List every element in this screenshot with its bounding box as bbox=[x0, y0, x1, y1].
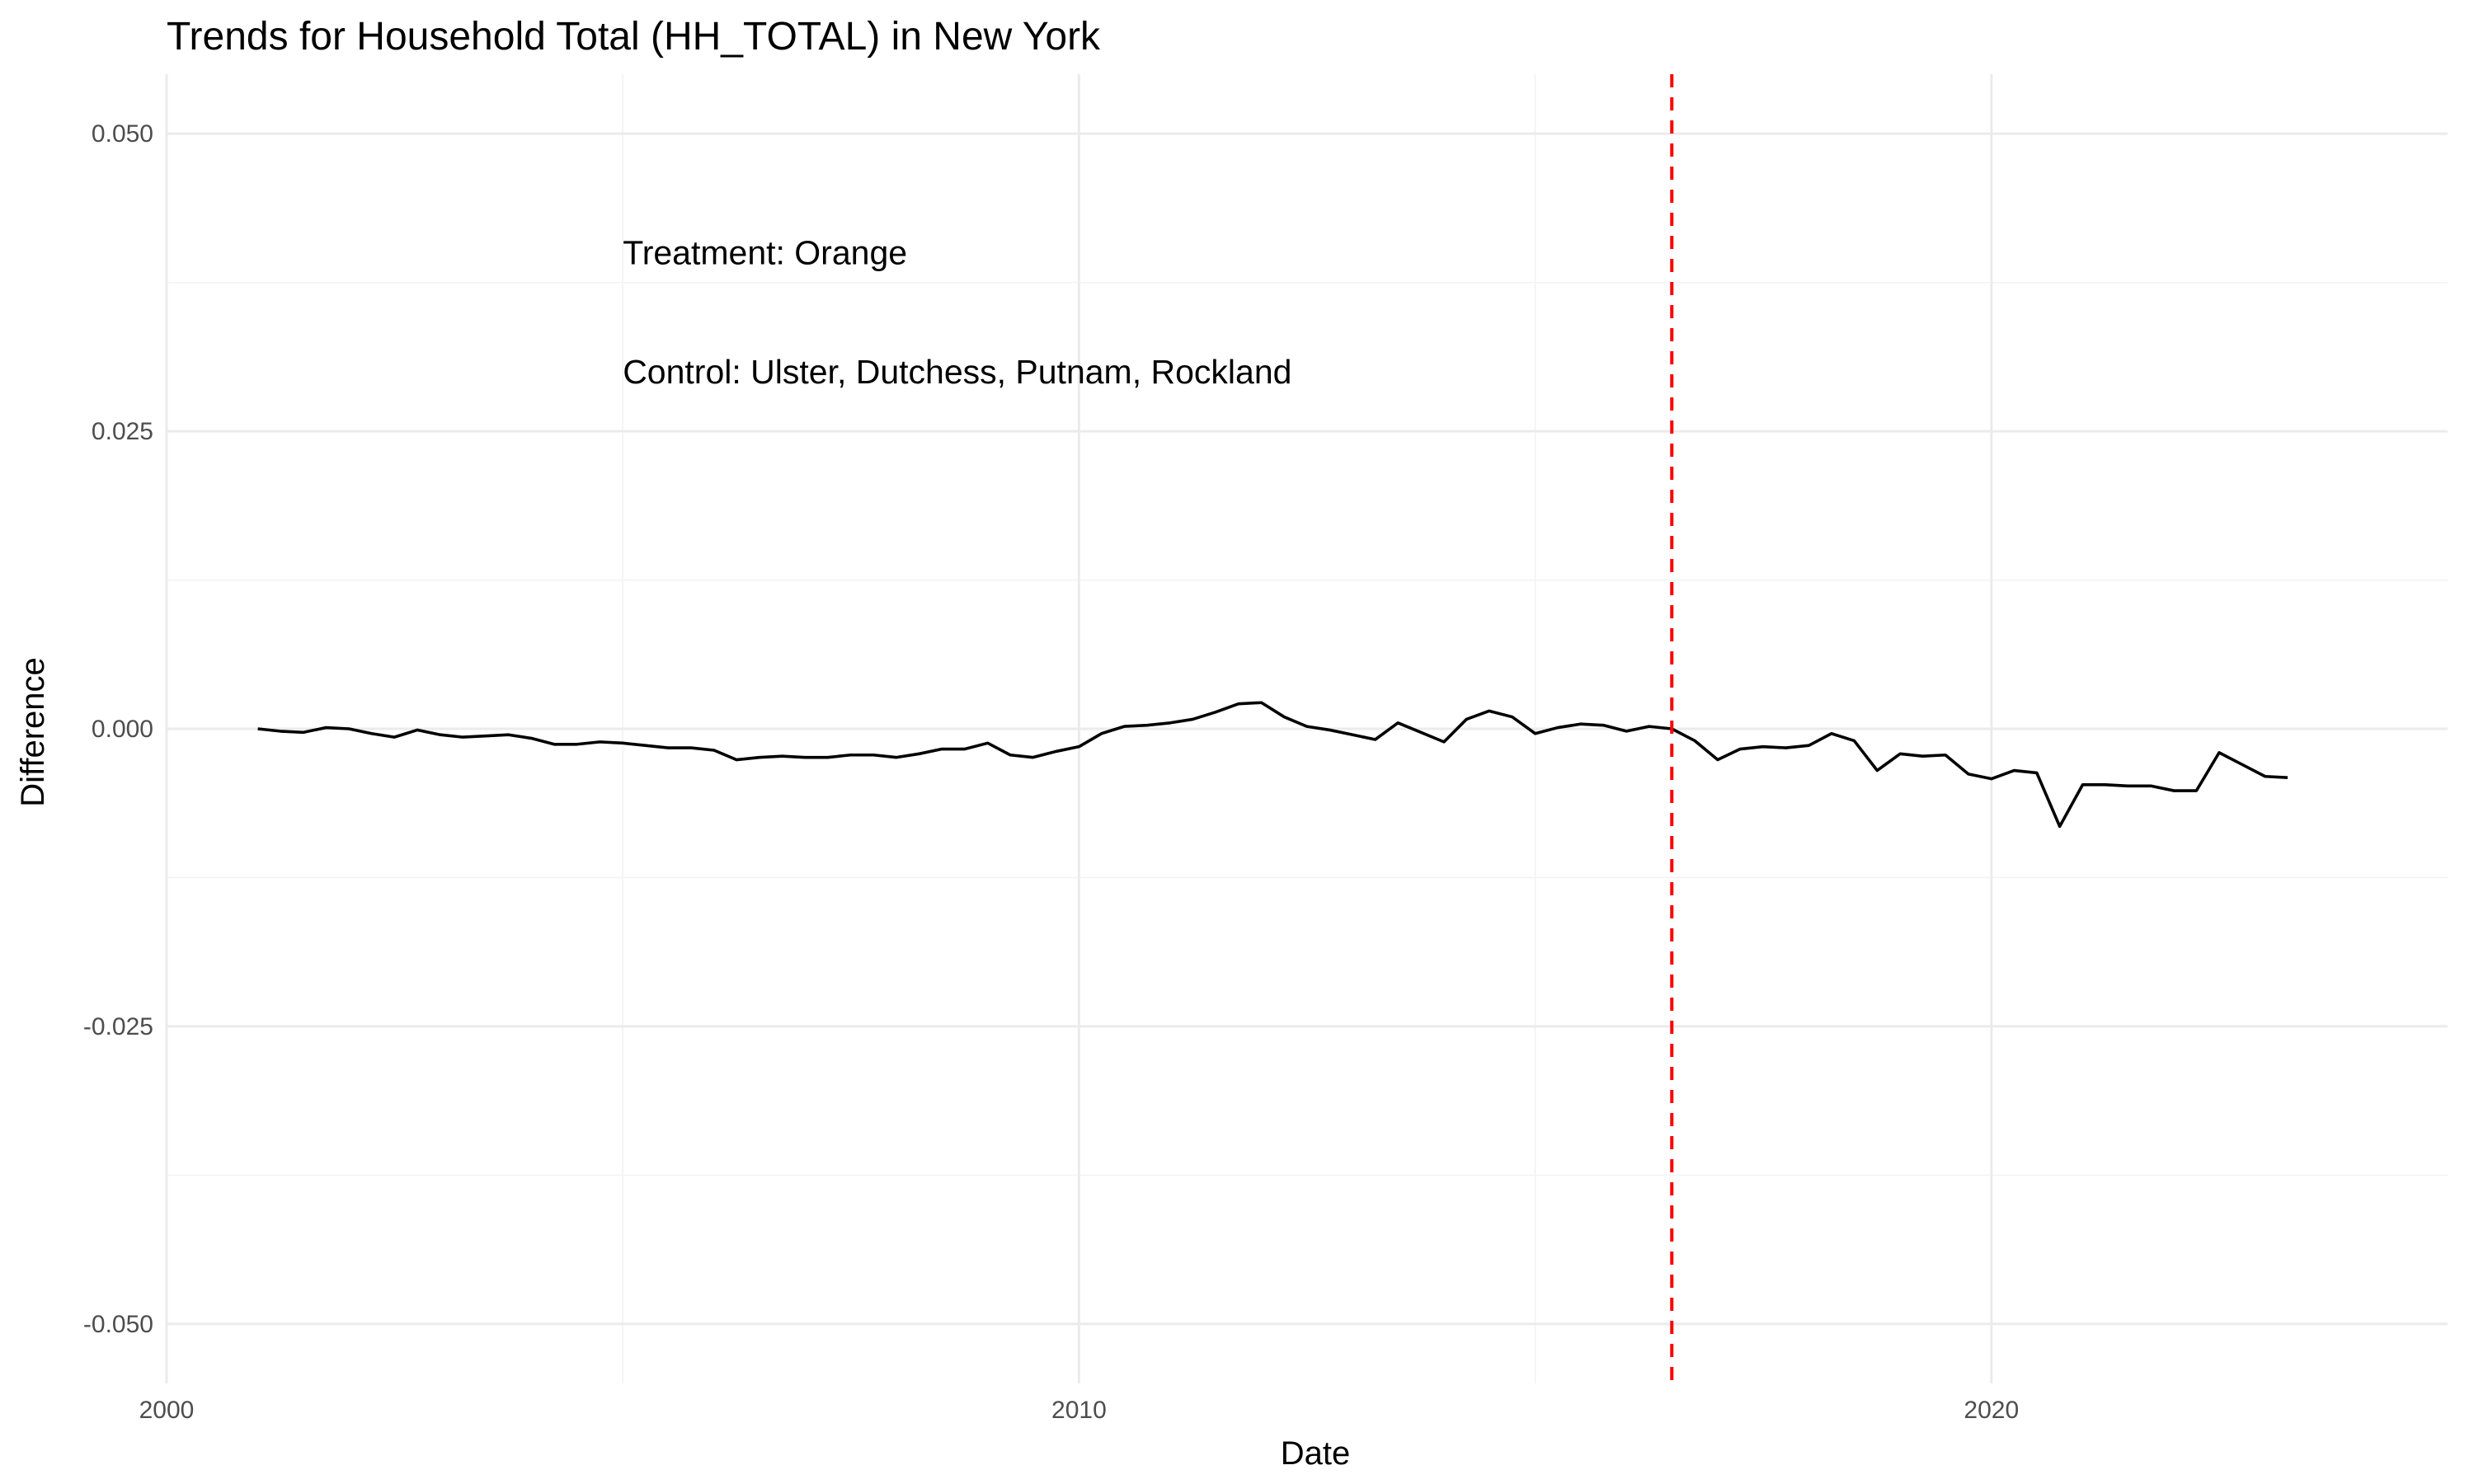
x-tick-label: 2000 bbox=[139, 1397, 195, 1424]
y-axis-ticks: 0.050 0.025 0.000 -0.025 -0.050 bbox=[83, 120, 153, 1338]
y-tick-label: -0.025 bbox=[83, 1013, 153, 1040]
x-axis-ticks: 2000 2010 2020 bbox=[139, 1397, 2020, 1424]
annotations: Treatment: Orange Control: Ulster, Dutche… bbox=[623, 234, 1291, 391]
y-axis-title: Difference bbox=[15, 657, 51, 807]
annotation-text: Treatment: Orange bbox=[623, 234, 907, 272]
x-axis-title: Date bbox=[1281, 1435, 1351, 1472]
y-tick-label: 0.025 bbox=[92, 418, 153, 445]
annotation-text: Control: Ulster, Dutchess, Putnam, Rockl… bbox=[623, 353, 1291, 391]
y-tick-label: 0.050 bbox=[92, 120, 153, 148]
major-gridlines bbox=[165, 74, 2448, 1383]
y-tick-label: -0.050 bbox=[83, 1311, 153, 1338]
x-tick-label: 2020 bbox=[1964, 1397, 2019, 1424]
x-tick-label: 2010 bbox=[1051, 1397, 1107, 1424]
chart-title: Trends for Household Total (HH_TOTAL) in… bbox=[167, 15, 1101, 59]
y-tick-label: 0.000 bbox=[92, 716, 153, 743]
series-line bbox=[257, 701, 2288, 829]
